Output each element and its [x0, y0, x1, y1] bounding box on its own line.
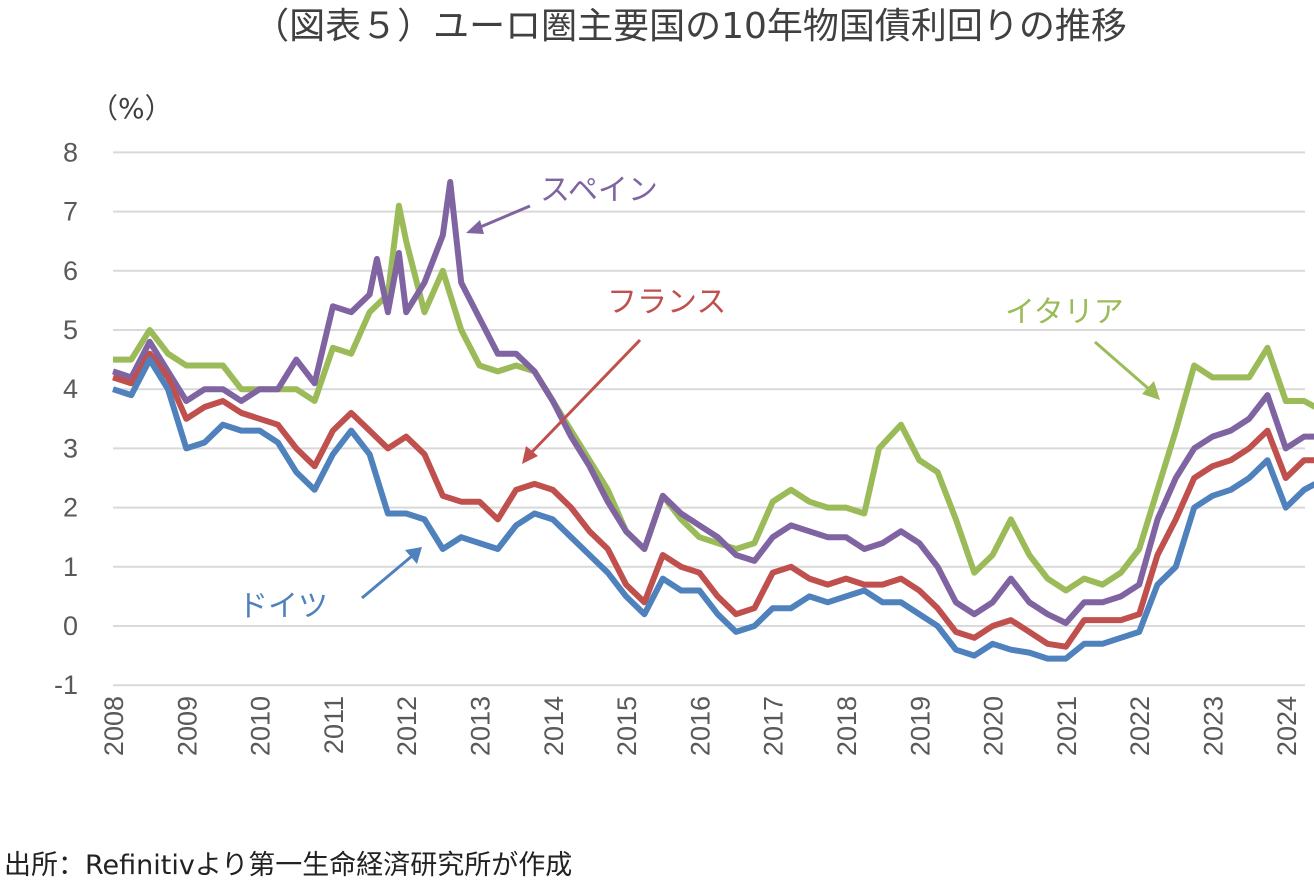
x-tick-label: 2012: [392, 696, 422, 756]
x-tick-label: 2015: [612, 696, 642, 756]
y-tick-label: 7: [63, 197, 78, 227]
series-lines: [112, 179, 1314, 662]
annotation-italy: イタリア: [1005, 295, 1124, 330]
series-line-0: [113, 202, 1314, 594]
x-tick-label: 2013: [466, 696, 496, 756]
y-tick-label: 8: [63, 137, 78, 167]
x-tick-label: 2010: [246, 696, 276, 756]
y-axis-unit: （%）: [90, 92, 173, 125]
arrow-head-spain: [466, 220, 484, 234]
x-tick-label: 2011: [319, 696, 349, 754]
y-tick-label: -1: [54, 670, 78, 700]
series-line-1: [112, 179, 1314, 626]
y-tick-label: 1: [63, 552, 78, 582]
annotation-france: フランス: [607, 285, 726, 320]
annotations: スペイン フランス イタリア ドイツ: [238, 173, 1160, 624]
annotation-arrow-spain: [477, 204, 531, 230]
x-tick-label: 2008: [99, 696, 129, 756]
y-tick-label: 3: [63, 433, 78, 463]
annotation-germany: ドイツ: [238, 589, 328, 624]
x-tick-label: 2024: [1272, 696, 1302, 756]
y-tick-label: 0: [63, 611, 78, 641]
x-tick-label: 2020: [979, 696, 1009, 756]
annotation-arrow-france: [528, 338, 642, 456]
annotation-arrow-germany: [361, 554, 413, 600]
x-tick-label: 2014: [539, 696, 569, 756]
series-line-3: [112, 356, 1314, 662]
annotation-spain: スペイン: [540, 173, 658, 208]
x-tick-label: 2009: [172, 696, 202, 756]
x-tick-label: 2021: [1052, 696, 1082, 756]
source-note: 出所：Refinitivより第一生命経済研究所が作成: [4, 850, 572, 881]
series-line-2: [112, 350, 1314, 650]
annotation-arrow-italy: [1094, 340, 1151, 392]
x-axis-ticks: 2008 2009 2010 2011 2012 2013 2014 2015 2016 2017…: [99, 696, 1302, 756]
x-tick-label: 2017: [759, 696, 789, 756]
x-tick-label: 2023: [1199, 696, 1229, 756]
arrow-head-france: [522, 446, 538, 464]
y-tick-label: 4: [63, 374, 78, 404]
arrow-head-germany: [405, 547, 422, 564]
y-tick-label: 5: [63, 315, 78, 345]
x-tick-label: 2019: [905, 696, 935, 756]
y-axis-ticks: -1 0 1 2 3 4 5 6 7 8: [54, 137, 78, 700]
x-tick-label: 2016: [685, 696, 715, 756]
chart-title: （図表５）ユーロ圏主要国の10年物国債利回りの推移: [253, 6, 1127, 47]
x-tick-label: 2022: [1125, 696, 1155, 756]
y-tick-label: 2: [63, 493, 78, 523]
gridlines: [113, 151, 1305, 687]
arrow-head-italy: [1142, 381, 1160, 400]
x-tick-label: 2018: [832, 696, 862, 756]
y-tick-label: 6: [63, 256, 78, 286]
